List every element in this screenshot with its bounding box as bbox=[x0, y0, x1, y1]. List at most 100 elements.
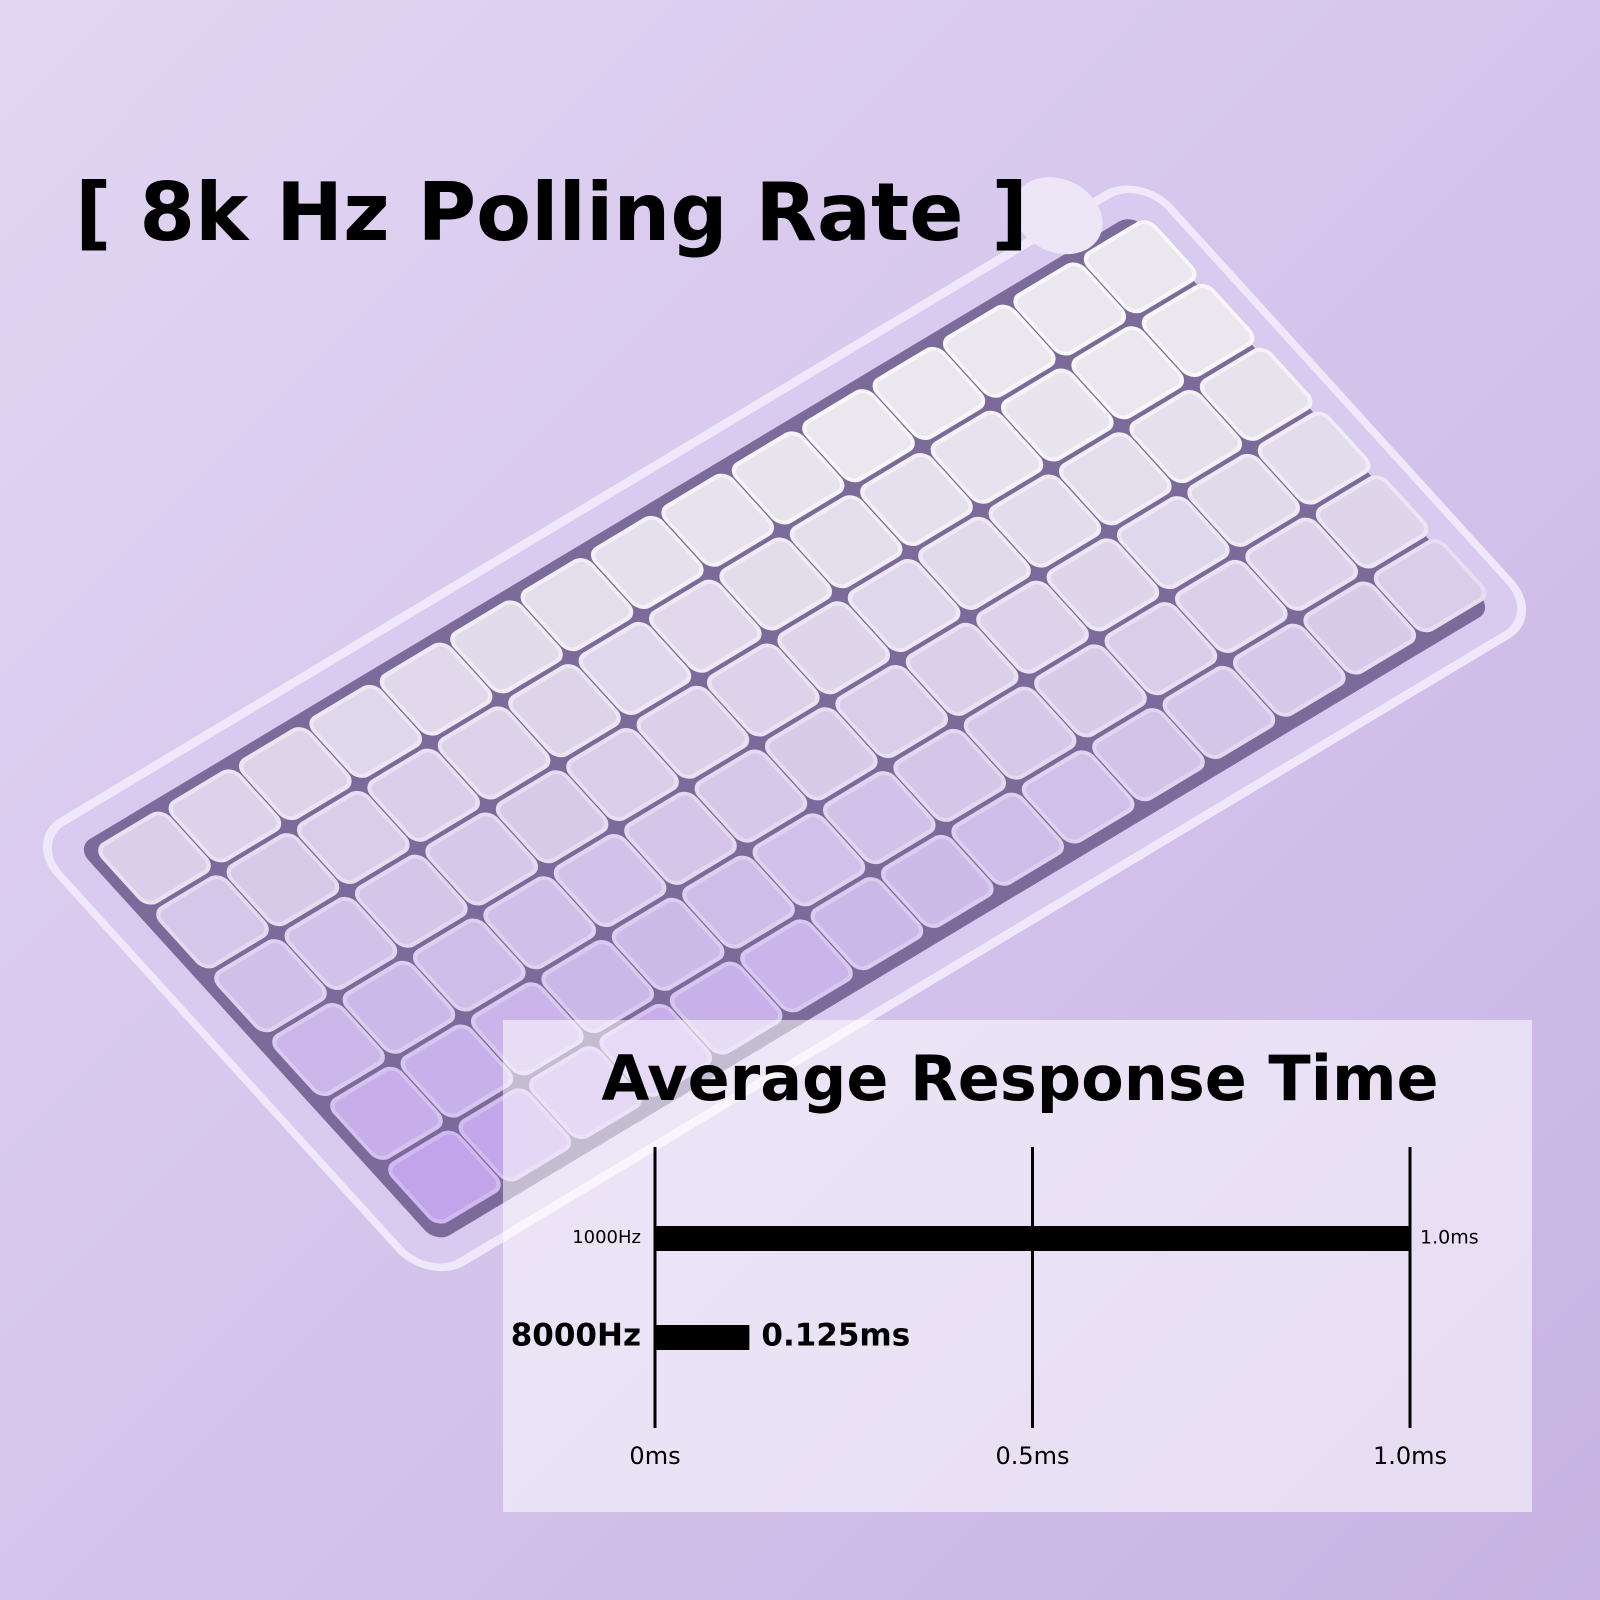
keycap bbox=[1092, 708, 1205, 802]
keycap bbox=[988, 474, 1102, 568]
keycap bbox=[930, 410, 1044, 504]
keycap bbox=[789, 495, 903, 589]
keycap bbox=[553, 834, 667, 928]
keycap bbox=[590, 515, 704, 609]
keycap bbox=[450, 600, 563, 694]
keycap bbox=[296, 790, 410, 884]
keycap bbox=[1141, 284, 1255, 378]
keycap bbox=[1104, 602, 1218, 696]
keycap bbox=[354, 854, 468, 948]
keycap bbox=[238, 727, 352, 821]
keyboard bbox=[42, 177, 1527, 1272]
keycap bbox=[1174, 559, 1288, 653]
keycap bbox=[1021, 750, 1135, 844]
category-label: 1000Hz bbox=[572, 1227, 641, 1248]
keycap bbox=[578, 621, 692, 715]
keycap bbox=[860, 452, 973, 547]
keycap bbox=[1315, 475, 1429, 569]
keycap bbox=[508, 664, 621, 758]
keycap bbox=[1071, 326, 1185, 420]
keycap bbox=[226, 833, 340, 927]
keycap bbox=[1199, 347, 1313, 441]
keycap bbox=[1257, 411, 1371, 505]
keycap bbox=[764, 707, 878, 801]
keycap bbox=[342, 960, 456, 1054]
keycap bbox=[400, 1024, 514, 1118]
keycap bbox=[1232, 623, 1346, 717]
keycap bbox=[893, 728, 1007, 822]
keycap bbox=[1245, 517, 1359, 611]
keycap bbox=[976, 580, 1089, 674]
knob bbox=[1013, 177, 1103, 255]
keycap bbox=[1187, 453, 1301, 547]
keycap bbox=[483, 876, 597, 970]
keycap bbox=[1046, 538, 1160, 632]
keycap bbox=[1303, 581, 1417, 675]
keycap bbox=[367, 748, 481, 842]
keycap bbox=[330, 1066, 443, 1160]
keycap bbox=[624, 791, 737, 885]
keycap bbox=[694, 749, 808, 843]
value-label: 0.125ms bbox=[761, 1318, 910, 1354]
bar bbox=[655, 1226, 1410, 1251]
keycap bbox=[1058, 432, 1172, 526]
keycap bbox=[272, 1002, 385, 1097]
keycap bbox=[1373, 539, 1487, 633]
keycap bbox=[706, 643, 820, 737]
keycap bbox=[661, 473, 775, 567]
keycap bbox=[156, 875, 269, 969]
keycap bbox=[284, 896, 398, 990]
chart-title: Average Response Time bbox=[601, 1042, 1438, 1115]
keycap bbox=[777, 601, 891, 695]
keycap bbox=[951, 792, 1065, 886]
keycap bbox=[802, 389, 915, 483]
keycap bbox=[412, 918, 526, 1012]
keycap bbox=[872, 346, 986, 440]
keycap bbox=[719, 537, 833, 631]
keycap bbox=[963, 686, 1077, 780]
chart: 0ms 0.5ms 1.0ms 1000Hz 1.0ms 8000Hz 0.125ms bbox=[511, 1147, 1479, 1470]
keycap bbox=[425, 812, 539, 906]
keycap bbox=[1116, 496, 1230, 590]
keycap bbox=[379, 642, 493, 736]
keycap bbox=[495, 770, 609, 864]
keycap bbox=[214, 939, 327, 1033]
keycap bbox=[752, 813, 866, 907]
keycap bbox=[1034, 644, 1147, 738]
x-tick-label: 0ms bbox=[629, 1442, 680, 1470]
keycap bbox=[541, 940, 655, 1034]
x-tick-label: 1.0ms bbox=[1373, 1442, 1447, 1470]
headline: [ 8k Hz Polling Rate ] bbox=[75, 166, 1028, 259]
keycap bbox=[682, 855, 795, 949]
category-label: 8000Hz bbox=[511, 1318, 641, 1354]
keycap bbox=[648, 579, 762, 673]
keycap bbox=[1000, 368, 1114, 462]
x-tick-label: 0.5ms bbox=[995, 1442, 1069, 1470]
keycap bbox=[1013, 262, 1127, 356]
keycap bbox=[740, 919, 853, 1013]
bar bbox=[655, 1325, 750, 1350]
keycap bbox=[731, 431, 845, 525]
keycap bbox=[437, 706, 551, 800]
keycap bbox=[1083, 220, 1197, 314]
keycap bbox=[168, 769, 282, 863]
keycap bbox=[822, 771, 936, 865]
keycap bbox=[309, 684, 423, 778]
keycap bbox=[905, 622, 1019, 716]
value-label: 1.0ms bbox=[1420, 1227, 1479, 1249]
chart-panel bbox=[503, 1020, 1532, 1512]
keycap bbox=[1162, 665, 1276, 759]
keycap bbox=[636, 685, 750, 779]
keycap bbox=[942, 304, 1056, 398]
keycap bbox=[835, 665, 949, 759]
keycap bbox=[611, 897, 725, 991]
keycap bbox=[847, 559, 961, 653]
keycap bbox=[566, 727, 679, 822]
keycap bbox=[520, 558, 634, 652]
keycap bbox=[810, 877, 924, 971]
keycap bbox=[98, 811, 211, 905]
keycap bbox=[1129, 390, 1243, 484]
keycap bbox=[388, 1130, 501, 1224]
